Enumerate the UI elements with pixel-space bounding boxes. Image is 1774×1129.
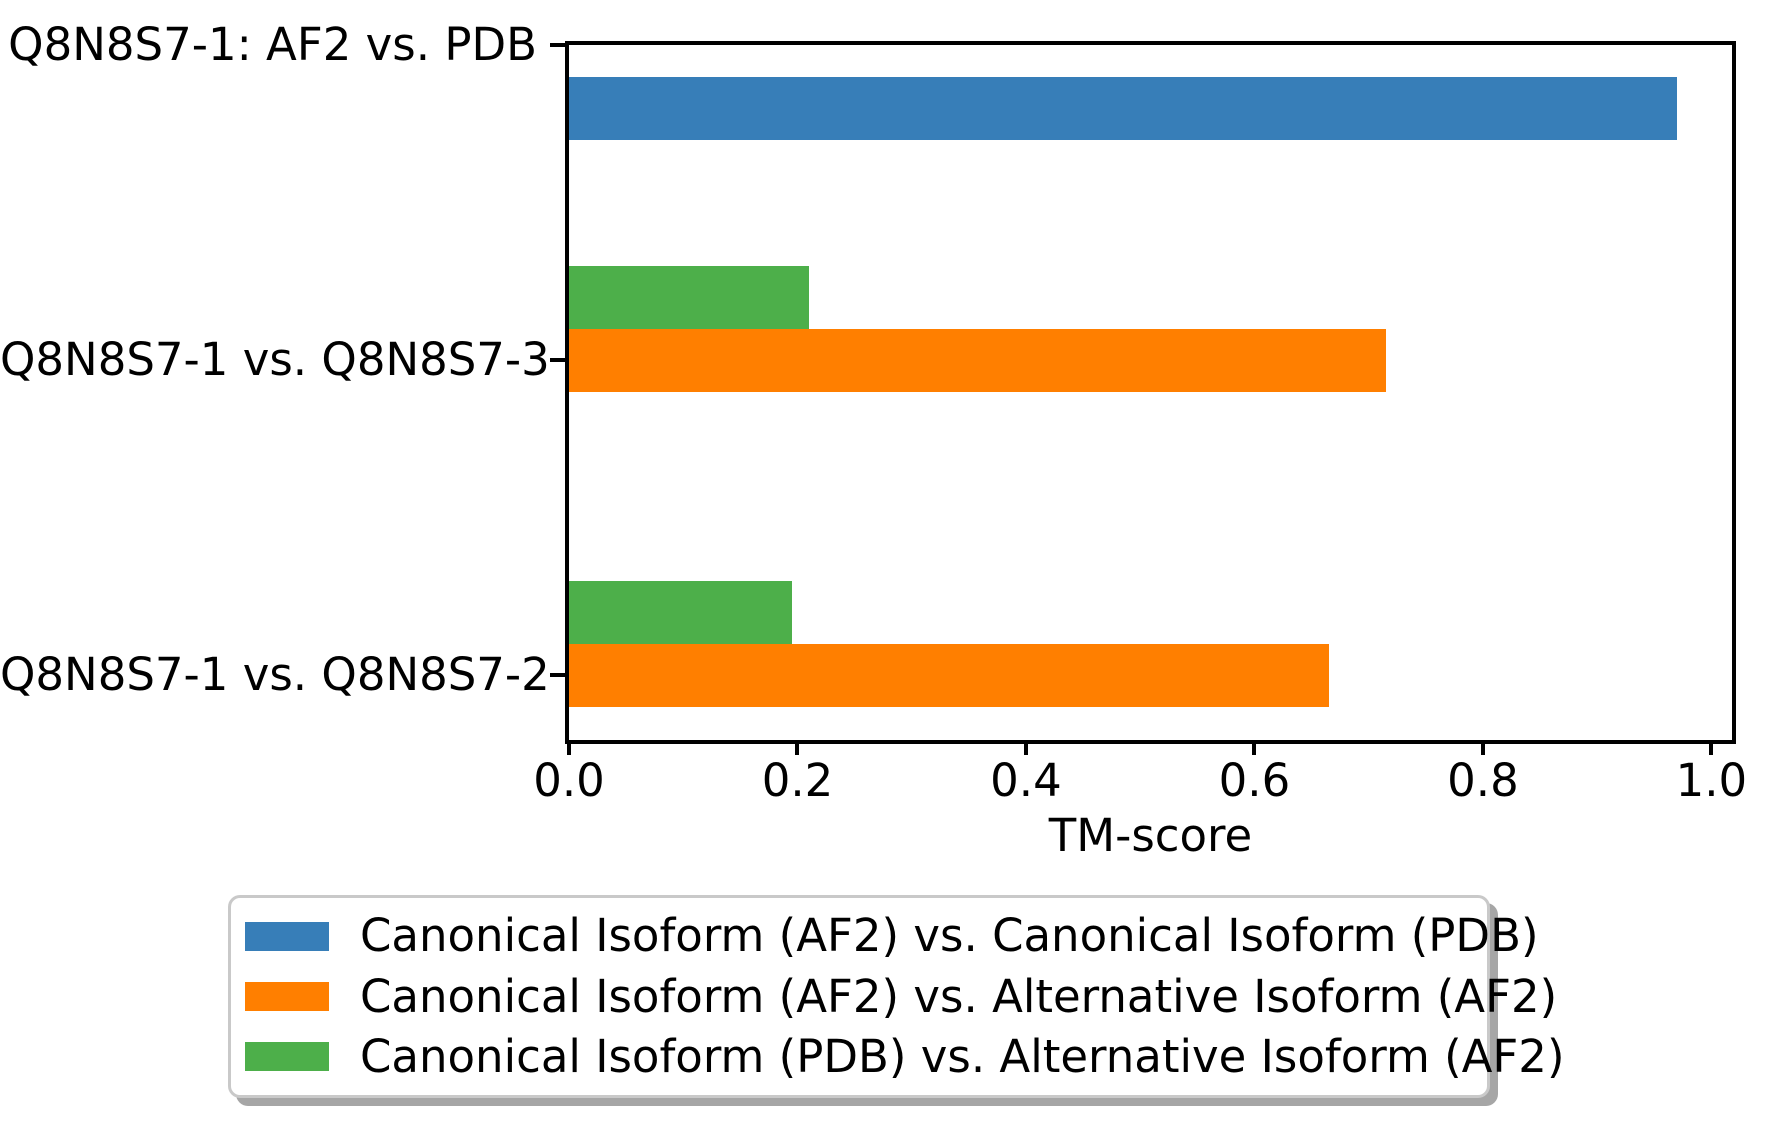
legend-swatch-green (245, 1042, 329, 1072)
legend-item: Canonical Isoform (AF2) vs. Canonical Is… (245, 908, 1539, 964)
y-tick-mark (550, 358, 565, 362)
y-tick-label: Q8N8S7-1 vs. Q8N8S7-2 (0, 648, 550, 701)
legend-swatch-blue (245, 921, 329, 951)
y-tick-mark (550, 43, 565, 47)
bar-cat1-series1 (569, 328, 1386, 392)
x-tick-mark (1023, 740, 1028, 755)
y-tick-label: Q8N8S7-1: AF2 vs. PDB (8, 18, 537, 71)
bar-cat2-series1 (569, 643, 1329, 707)
legend: Canonical Isoform (AF2) vs. Canonical Is… (228, 895, 1565, 1098)
bar-cat2-series2 (569, 580, 792, 644)
y-tick-mark (550, 673, 565, 677)
y-tick-label: Q8N8S7-1 vs. Q8N8S7-3 (0, 333, 550, 386)
bars-layer (569, 45, 1732, 740)
legend-swatch-orange (245, 982, 329, 1011)
bar-cat1-series2 (569, 265, 809, 329)
legend-item: Canonical Isoform (AF2) vs. Alternative … (245, 969, 1557, 1025)
legend-label: Canonical Isoform (AF2) vs. Alternative … (360, 969, 1558, 1023)
x-tick-mark (1252, 740, 1257, 755)
plot-area (565, 41, 1736, 744)
x-tick-label: 0.6 (1218, 754, 1291, 807)
x-tick-label: 0.0 (533, 754, 605, 807)
x-axis-label: TM-score (1048, 809, 1253, 862)
x-tick-mark (795, 740, 800, 755)
legend-label: Canonical Isoform (PDB) vs. Alternative … (360, 1029, 1565, 1083)
x-tick-label: 0.8 (1447, 754, 1519, 807)
legend-item: Canonical Isoform (PDB) vs. Alternative … (245, 1029, 1565, 1085)
legend-label: Canonical Isoform (AF2) vs. Canonical Is… (360, 909, 1539, 963)
bar-cat0-series0 (569, 76, 1677, 140)
x-tick-label: 0.4 (990, 754, 1062, 807)
x-tick-mark (567, 740, 571, 755)
x-tick-mark (1709, 740, 1714, 755)
x-tick-label: 1.0 (1675, 754, 1748, 807)
x-tick-mark (1480, 740, 1485, 755)
x-tick-label: 0.2 (761, 754, 834, 807)
